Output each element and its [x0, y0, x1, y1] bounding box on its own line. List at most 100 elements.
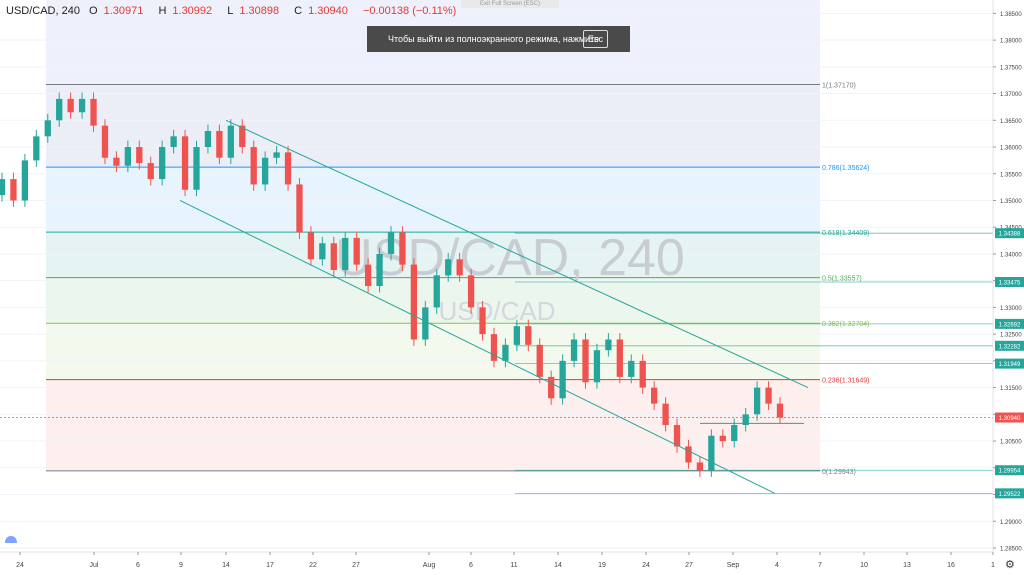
candle-body	[10, 179, 17, 201]
price-scale-label: 1.33475	[999, 281, 1021, 287]
candle-body	[147, 163, 154, 180]
fib-zone	[46, 232, 820, 278]
change-value: −0.00138 (−0.11%)	[362, 5, 457, 17]
candle-body	[776, 403, 784, 418]
candle-body	[673, 425, 681, 447]
x-tick-label: Jul	[90, 562, 99, 569]
candle-body	[319, 243, 326, 260]
candle-body	[719, 435, 726, 442]
y-tick-label: 1.31500	[1000, 386, 1022, 392]
candle-body	[78, 98, 86, 113]
y-tick-label: 1.38500	[1000, 12, 1022, 18]
candle-body	[204, 130, 212, 148]
candle-body	[513, 326, 520, 345]
candle-body	[284, 152, 292, 185]
x-tick-label: 14	[222, 562, 230, 569]
x-tick-label: 9	[179, 562, 183, 569]
y-tick-label: 1.28500	[1000, 546, 1022, 552]
candle-body	[502, 344, 509, 361]
toast-message: Чтобы выйти из полноэкранного режима, на…	[388, 34, 600, 44]
y-tick-label: 1.35000	[1000, 199, 1022, 205]
symbol-watermark-sub: USD/CAD	[438, 296, 555, 326]
candle-body	[639, 360, 646, 388]
symbol-label[interactable]: USD/CAD, 240	[6, 5, 80, 17]
candle-body	[467, 275, 475, 308]
candle-body	[364, 264, 372, 287]
price-scale-label: 1.31949	[999, 362, 1021, 368]
candle-body	[731, 425, 738, 442]
x-tick-label: 17	[266, 562, 274, 569]
close-value: 1.30940	[308, 5, 348, 17]
x-tick-label: 10	[860, 562, 868, 569]
close-label: C	[294, 5, 303, 17]
y-tick-label: 1.36000	[1000, 146, 1022, 152]
candle-body	[536, 344, 543, 377]
channel-lower-line[interactable]	[179, 200, 776, 494]
y-tick-label: 1.37000	[1000, 92, 1022, 98]
y-tick-label: 1.30500	[1000, 440, 1022, 446]
candle-body	[101, 125, 109, 158]
candle-body	[410, 264, 418, 340]
candle-body	[56, 98, 63, 121]
candle-body	[685, 446, 692, 463]
price-scale-badge	[995, 412, 1024, 423]
x-tick-label: 1	[991, 562, 995, 569]
x-tick-label: 24	[642, 562, 650, 569]
x-tick-label: Aug	[423, 562, 436, 569]
tradingview-logo-icon[interactable]	[4, 534, 18, 544]
low-value: 1.30898	[239, 5, 280, 17]
candle-body	[239, 125, 246, 148]
price-scale-label: 1.29522	[999, 492, 1021, 498]
candle-body	[616, 339, 623, 377]
x-tick-label: 4	[775, 562, 779, 569]
x-tick-label: 27	[352, 562, 360, 569]
price-scale-badge	[995, 488, 1024, 499]
candle-body	[262, 157, 269, 185]
fib-zone	[46, 379, 820, 471]
price-scale-label: 1.30940	[999, 416, 1021, 422]
fib-label-0: 0(1.29943)	[822, 469, 856, 476]
candle-body	[433, 275, 440, 308]
candle-body	[708, 435, 715, 471]
y-tick-label: 1.29000	[1000, 520, 1022, 526]
fib-label-0.786: 0.786(1.35624)	[822, 165, 869, 172]
x-tick-label: 14	[554, 562, 562, 569]
candle-body	[628, 360, 635, 377]
candle-body	[525, 326, 532, 345]
candle-body	[422, 307, 429, 340]
price-scale-badge	[995, 465, 1024, 476]
fib-label-0.5: 0.5(1.33557)	[822, 276, 862, 283]
y-tick-label: 1.37500	[1000, 65, 1022, 71]
channel-upper-line[interactable]	[225, 119, 809, 389]
price-scale-badge	[995, 228, 1024, 239]
price-scale-label: 1.34388	[999, 232, 1021, 238]
low-label: L	[227, 5, 234, 17]
exit-fullscreen-tab[interactable]: Exit Full Screen (ESC)	[461, 0, 559, 8]
candle-body	[651, 387, 658, 404]
gear-icon[interactable]: ⚙	[1005, 559, 1015, 571]
candle-body	[456, 259, 463, 276]
ohlc-legend: USD/CAD, 240 O 1.30971 H 1.30992 L 1.30898 …	[6, 5, 462, 17]
candle-body	[570, 339, 578, 361]
x-tick-label: 19	[598, 562, 606, 569]
candle-body	[0, 179, 6, 196]
fib-zone	[46, 167, 820, 233]
candle-body	[490, 334, 498, 361]
high-value: 1.30992	[172, 5, 213, 17]
y-tick-label: 1.38000	[1000, 39, 1022, 45]
fib-label-0.382: 0.382(1.32704)	[822, 321, 869, 328]
fib-label-0.236: 0.236(1.31649)	[822, 378, 869, 385]
candle-body	[21, 160, 29, 201]
open-label: O	[89, 5, 98, 17]
candle-body	[307, 232, 315, 260]
open-value: 1.30971	[103, 5, 144, 17]
y-tick-label: 1.33000	[1000, 306, 1022, 312]
candle-body	[250, 147, 257, 185]
candle-body	[696, 462, 704, 471]
candle-body	[170, 136, 177, 148]
high-label: H	[158, 5, 167, 17]
fib-zone	[46, 84, 820, 168]
candle-body	[582, 339, 589, 383]
